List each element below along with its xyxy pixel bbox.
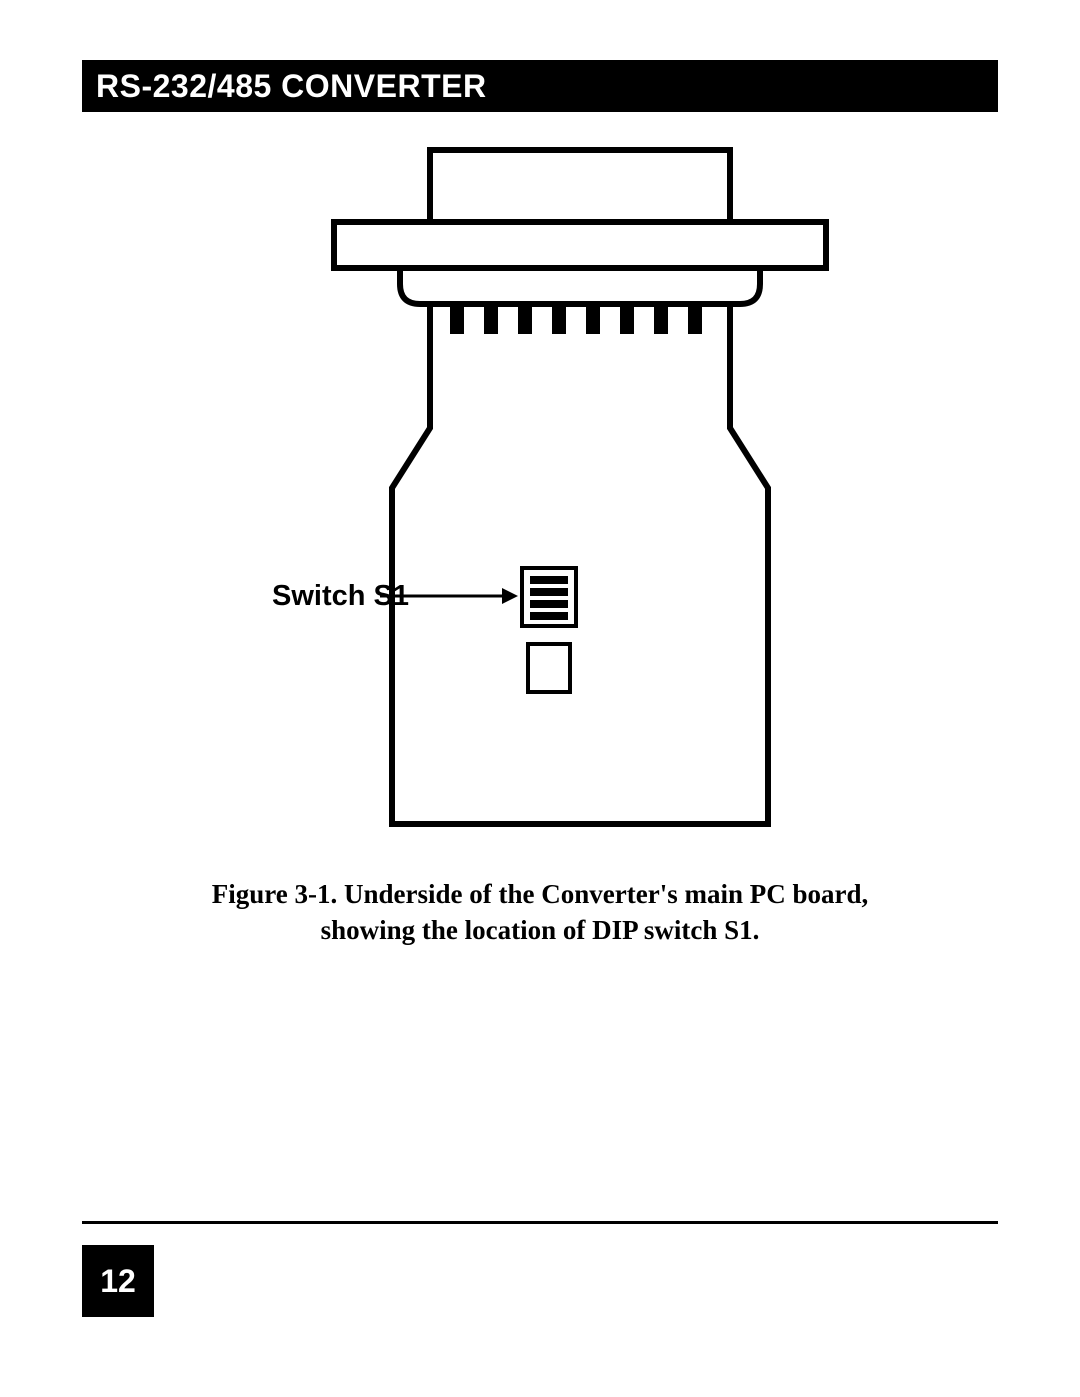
diagram: Switch S1 [82,128,998,848]
page-number: 12 [82,1245,154,1317]
small-box [528,644,570,692]
caption-line-1: Figure 3-1. Underside of the Converter's… [82,876,998,912]
header-title: RS-232/485 CONVERTER [96,68,487,105]
converter-diagram-svg [82,128,998,848]
shoulder [400,268,760,304]
pin-row [450,304,702,334]
footer-rule [82,1221,998,1224]
caption-line-2: showing the location of DIP switch S1. [82,912,998,948]
page-number-text: 12 [100,1263,136,1300]
dip-switch-s1 [522,568,576,626]
figure-caption: Figure 3-1. Underside of the Converter's… [82,876,998,949]
switch-s1-label: Switch S1 [272,580,409,613]
top-cap [430,150,730,222]
body-outline [392,304,768,824]
page: RS-232/485 CONVERTER [0,0,1080,1397]
header-bar: RS-232/485 CONVERTER [82,60,998,112]
flange [334,222,826,268]
